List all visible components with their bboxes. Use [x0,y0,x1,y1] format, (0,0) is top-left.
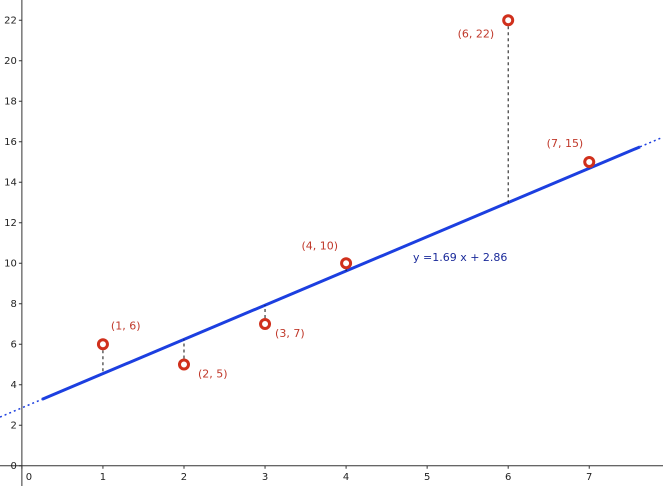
point-label: (1, 6) [111,319,141,332]
y-tick-label: 20 [4,56,17,67]
point-label: (3, 7) [275,327,305,340]
point-label: (4, 10) [302,239,339,252]
x-tick-label: 1 [100,472,106,483]
x-tick-label: 4 [343,472,349,483]
y-tick-label: 4 [11,380,17,391]
x-tick-label: 2 [181,472,187,483]
y-tick-label: 12 [4,218,17,229]
y-tick-label: 6 [11,339,17,350]
regression-extension [639,136,663,148]
point-label: (7, 15) [547,137,584,150]
regression-extension [0,398,43,418]
point [502,14,515,27]
x-tick-label: 0 [26,472,32,483]
y-tick-label: 22 [4,15,17,26]
x-tick-label: 6 [505,472,511,483]
y-tick-label: 8 [11,299,17,310]
regression-line [41,145,641,401]
point [259,318,272,330]
point [96,338,109,351]
y-tick-label: 2 [11,420,17,431]
point-label: (6, 22) [458,27,495,40]
y-tick-label: 18 [4,96,17,107]
y-tick-label: 0 [11,461,17,472]
point-label: (2, 5) [198,368,228,381]
point [340,257,353,270]
y-tick-label: 14 [4,177,17,188]
x-tick-label: 5 [424,472,430,483]
x-tick-label: 7 [586,472,592,483]
point [583,156,596,168]
point [177,358,190,371]
y-tick-label: 16 [4,137,17,148]
x-tick-label: 3 [262,472,268,483]
regression-label: y =1.69 x + 2.86 [413,251,507,264]
y-tick-label: 10 [4,258,17,269]
